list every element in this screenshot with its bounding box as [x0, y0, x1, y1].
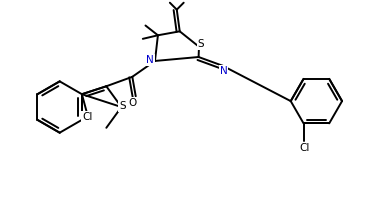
Text: O: O — [129, 98, 137, 108]
Text: N: N — [220, 66, 228, 76]
Text: S: S — [197, 39, 204, 49]
Text: Cl: Cl — [299, 143, 310, 153]
Text: N: N — [146, 55, 154, 65]
Text: S: S — [119, 101, 126, 111]
Text: Cl: Cl — [82, 112, 93, 122]
